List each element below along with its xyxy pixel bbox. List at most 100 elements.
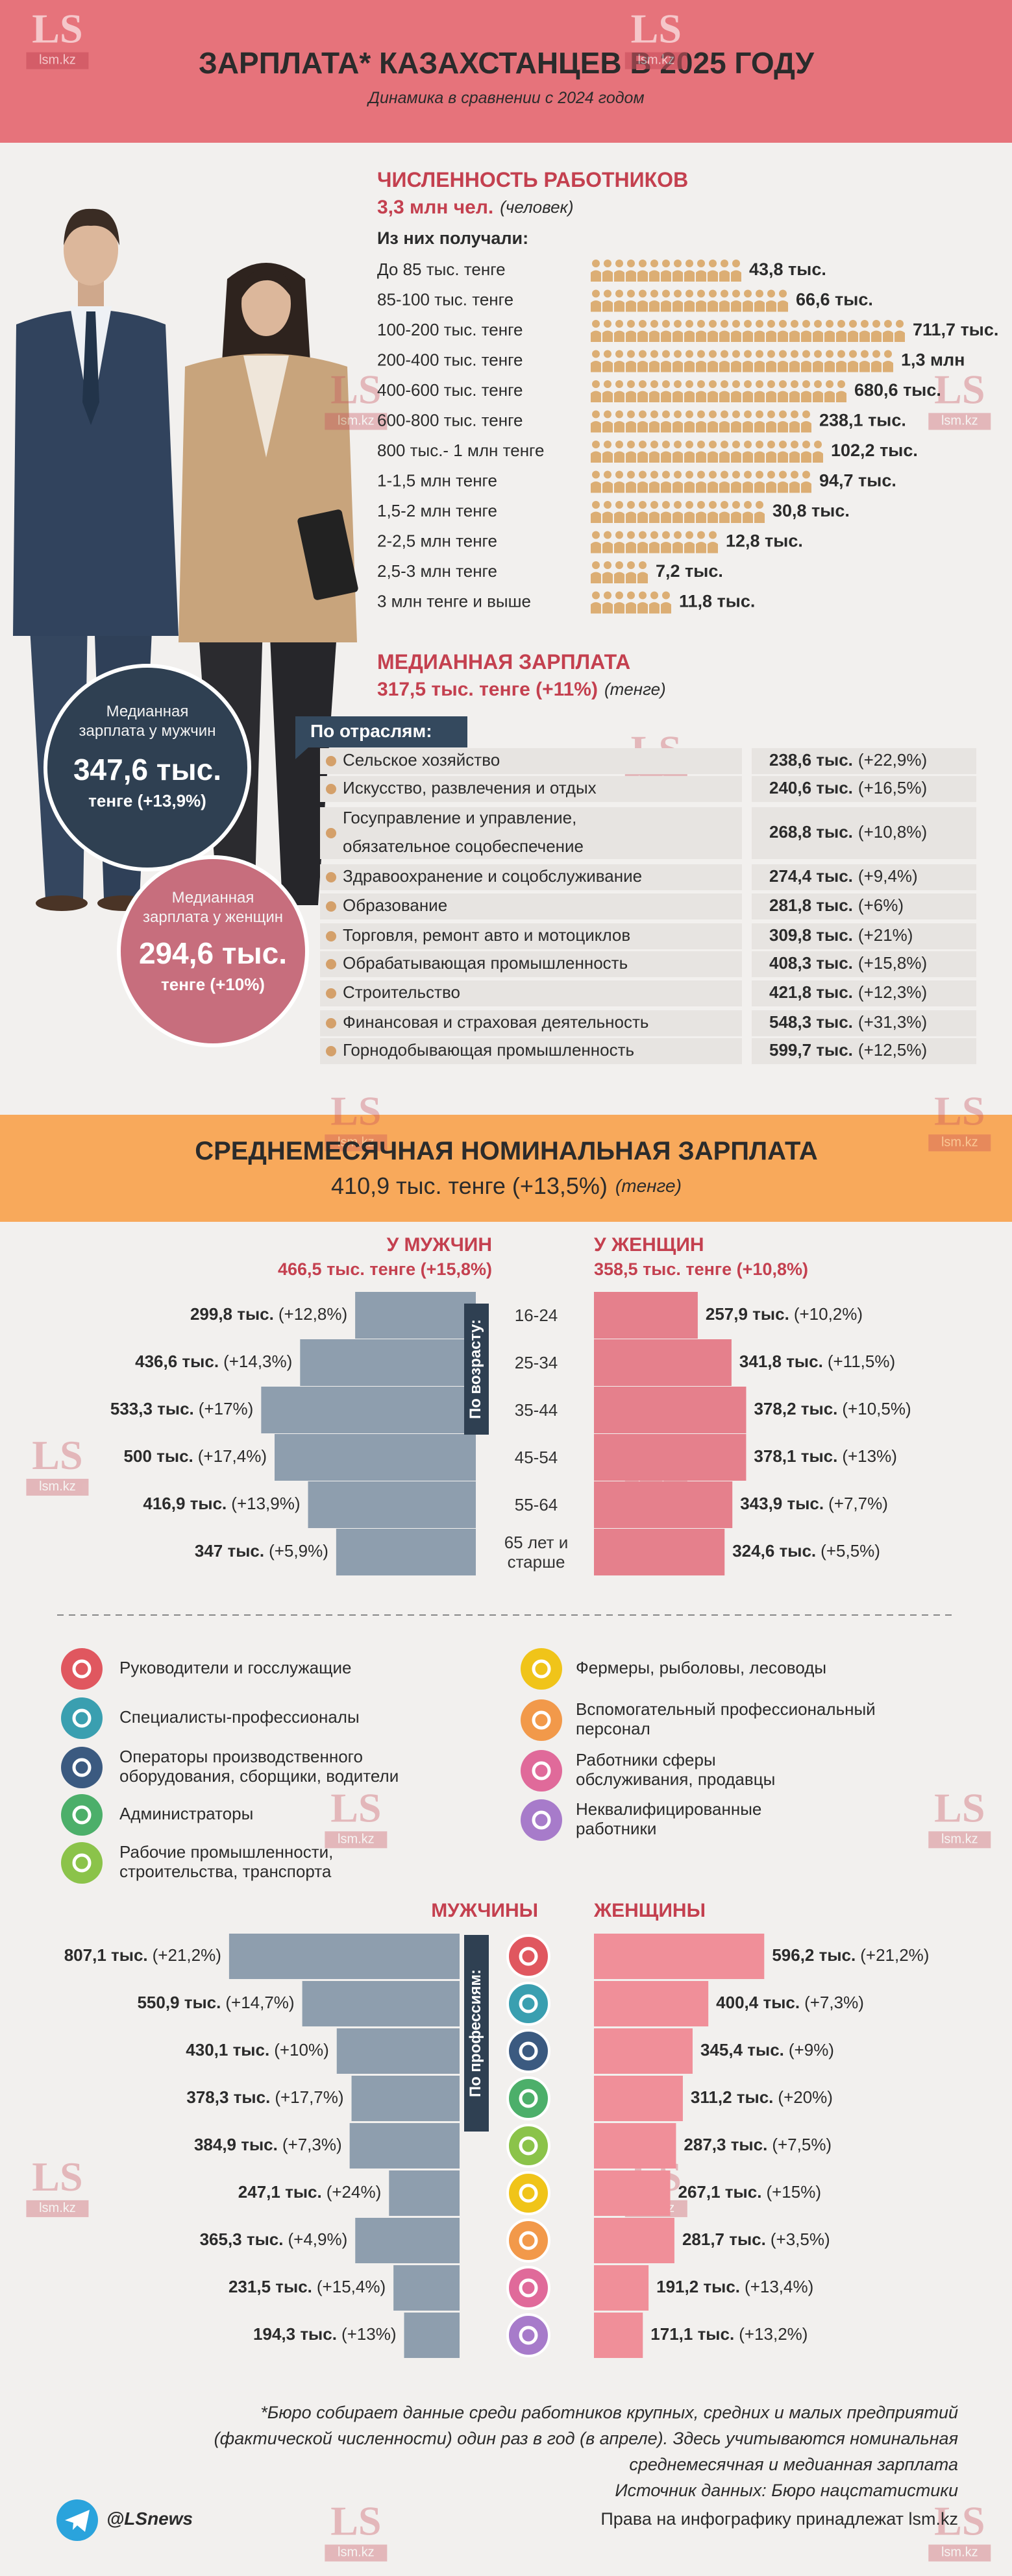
person-body: [696, 511, 706, 523]
watermark-tag: [325, 1831, 388, 1849]
person-icon: [789, 470, 800, 493]
range-value: 680,6 тыс.: [854, 380, 941, 400]
person-head: [802, 470, 810, 479]
bar: [594, 1339, 732, 1386]
profession-icon-glyph: [519, 1947, 538, 1966]
person-head: [674, 531, 682, 539]
person-icon: [591, 470, 601, 493]
person-body: [766, 481, 776, 493]
person-body: [696, 421, 706, 433]
person-icon: [637, 501, 648, 523]
bar-label-part: (+12,8%): [278, 1304, 347, 1324]
person-icon: [848, 320, 858, 342]
bar-label-part: 500 тыс.: [124, 1446, 193, 1466]
person-head: [650, 531, 658, 539]
person-icon: [719, 441, 730, 463]
person-head: [662, 289, 670, 298]
person-body: [766, 391, 776, 402]
person-icon: [743, 380, 753, 402]
watermark-tag: [26, 2200, 89, 2217]
person-head: [779, 441, 787, 448]
person-head: [592, 320, 600, 328]
person-head: [592, 531, 600, 539]
person-head: [767, 441, 775, 448]
person-icon: [766, 410, 776, 433]
industry-value-part: (+22,9%): [858, 750, 927, 770]
bar-label: 436,6 тыс. (+14,3%): [135, 1352, 292, 1371]
industry-name: Горнодобывающая промышленность: [343, 1040, 634, 1060]
category-label: 45-54: [514, 1448, 558, 1467]
person-icon: [778, 410, 788, 433]
person-body: [708, 330, 718, 342]
person-head: [697, 350, 705, 358]
person-body: [731, 270, 741, 282]
person-head: [697, 531, 705, 539]
bar-label-part: 281,7 тыс.: [682, 2230, 766, 2249]
person-icon: [626, 591, 636, 614]
legend-icon-glyph: [72, 1805, 92, 1825]
person-body: [661, 391, 671, 402]
average-title: СРЕДНЕМЕСЯЧНАЯ НОМИНАЛЬНАЯ ЗАРПЛАТА: [195, 1137, 818, 1165]
bar-label-part: 194,3 тыс.: [253, 2324, 337, 2344]
bar-label: 281,7 тыс. (+3,5%): [682, 2230, 830, 2249]
person-icon: [661, 441, 671, 463]
person-body: [673, 451, 683, 463]
bar: [594, 2313, 643, 2358]
range-label-part: 2-2,5 млн тенге: [377, 531, 497, 550]
bar-label-part: (+15,4%): [317, 2277, 386, 2296]
person-icon: [614, 501, 624, 523]
person-icon: [649, 350, 660, 372]
person-icon: [731, 410, 741, 433]
person-icon: [801, 320, 811, 342]
bar-label-part: 378,3 тыс.: [186, 2087, 270, 2107]
person-icon: [673, 380, 683, 402]
person-body: [696, 330, 706, 342]
series-name-part: У МУЖЧИН: [387, 1234, 492, 1256]
person-body: [626, 451, 636, 463]
range-label: 85-100 тыс. тенге: [377, 289, 513, 309]
person-icon: [637, 350, 648, 372]
person-body: [591, 602, 601, 614]
range-label: 2-2,5 млн тенге: [377, 531, 497, 550]
person-body: [637, 511, 648, 523]
bar-label: 247,1 тыс. (+24%): [238, 2182, 381, 2202]
person-body: [708, 361, 718, 372]
watermark-tag: [325, 1134, 388, 1152]
bar-label: 365,3 тыс. (+4,9%): [200, 2230, 348, 2249]
industry-name: Образование: [343, 895, 447, 915]
man-hair: [64, 208, 119, 245]
person-icon: [602, 410, 613, 433]
person-body: [602, 602, 613, 614]
industry-value-part: 599,7 тыс.: [769, 1040, 853, 1060]
person-body: [614, 330, 624, 342]
series-subtitle-part: 466,5 тыс. тенге (+15,8%): [278, 1259, 492, 1279]
person-body: [824, 330, 835, 342]
bar: [594, 1292, 698, 1339]
person-head: [721, 441, 728, 448]
man-tie: [82, 311, 99, 425]
woman-head: [241, 271, 291, 336]
industry-name-line: Строительство: [343, 982, 460, 1002]
series-name-part: МУЖЧИНЫ: [431, 1900, 538, 1921]
person-head: [744, 410, 752, 419]
bar-label-part: 533,3 тыс.: [110, 1399, 194, 1418]
person-body: [684, 542, 695, 553]
bar-label-part: (+3,5%): [771, 2230, 830, 2249]
watermark-logo: LS: [631, 5, 682, 51]
legend-label-line: Специалисты-профессионалы: [119, 1707, 360, 1727]
person-icon: [895, 320, 905, 342]
watermark-site: lsm.kz: [637, 53, 674, 67]
person-icon: [719, 320, 730, 342]
watermark-site-part: lsm.kz: [338, 2546, 375, 2560]
person-body: [836, 391, 846, 402]
bar-label: 384,9 тыс. (+7,3%): [194, 2135, 342, 2154]
industry-value-bg: [752, 1010, 976, 1036]
person-icon: [731, 289, 741, 312]
person-head: [697, 441, 705, 448]
person-icon: [614, 470, 624, 493]
person-icon: [743, 320, 753, 342]
person-head: [732, 350, 740, 358]
industry-value-part: 274,4 тыс.: [769, 866, 853, 886]
industry-value-bg: [752, 923, 976, 949]
watermark-site-part: lsm.kz: [338, 1136, 375, 1150]
